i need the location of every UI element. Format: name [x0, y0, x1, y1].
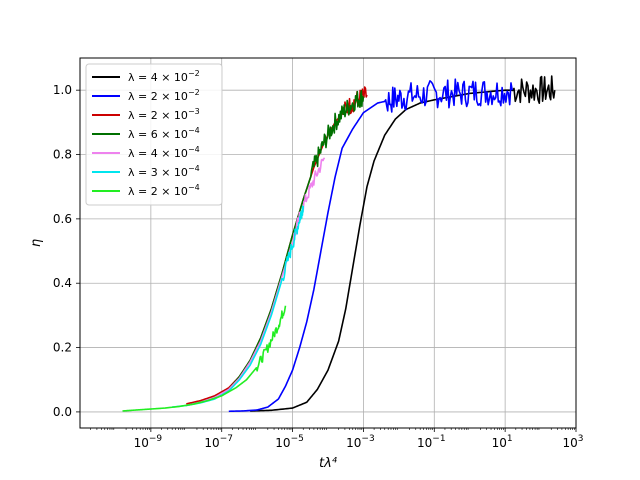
- x-axis-label: tλ⁴: [319, 456, 338, 471]
- y-tick-label: 0.0: [53, 405, 72, 419]
- legend-label-6: λ = 3 × 10−4: [128, 164, 200, 179]
- plot-frame: [79, 57, 577, 429]
- legend-label-2: λ = 2 × 10−2: [128, 88, 200, 103]
- legend-label-3: λ = 2 × 10−3: [128, 107, 200, 122]
- x-tick-exponent: 1: [507, 434, 513, 444]
- legend: λ = 4 × 10−2 λ = 2 × 10−2 λ = 2 × 10−3 λ = …: [85, 63, 223, 206]
- legend-label-4: λ = 6 × 10−4: [128, 126, 200, 141]
- legend-label-1: λ = 4 × 10−2: [128, 69, 200, 84]
- legend-exponent-5: −4: [188, 145, 200, 154]
- legend-exponent-4: −4: [188, 126, 200, 135]
- legend-label-7: λ = 2 × 10−4: [128, 183, 200, 198]
- legend-exponent-7: −4: [188, 183, 200, 192]
- legend-box: [85, 63, 223, 206]
- y-tick-label: 0.4: [53, 276, 72, 290]
- y-axis-label: η: [29, 239, 44, 247]
- legend-exponent-2: −2: [188, 88, 200, 97]
- legend-exponent-1: −2: [188, 69, 200, 78]
- series-group: [122, 75, 556, 413]
- y-tick-label: 1.0: [53, 83, 72, 97]
- x-tick-exponent: −5: [291, 434, 304, 444]
- x-tick-exponent: −1: [432, 434, 445, 444]
- x-tick-exponent: −3: [361, 434, 374, 444]
- series-line-7: [122, 305, 287, 412]
- x-tick-exponent: −7: [220, 434, 233, 444]
- y-tick-label: 0.8: [53, 148, 72, 162]
- series-line-2: [228, 78, 514, 413]
- legend-label-5: λ = 4 × 10−4: [128, 145, 200, 160]
- y-tick-label: 0.2: [53, 341, 72, 355]
- x-tick-exponent: −9: [149, 434, 163, 444]
- legend-exponent-3: −3: [188, 107, 200, 116]
- y-tick-label: 0.6: [53, 212, 72, 226]
- x-tick-exponent: 3: [578, 434, 584, 444]
- legend-exponent-6: −4: [188, 164, 200, 173]
